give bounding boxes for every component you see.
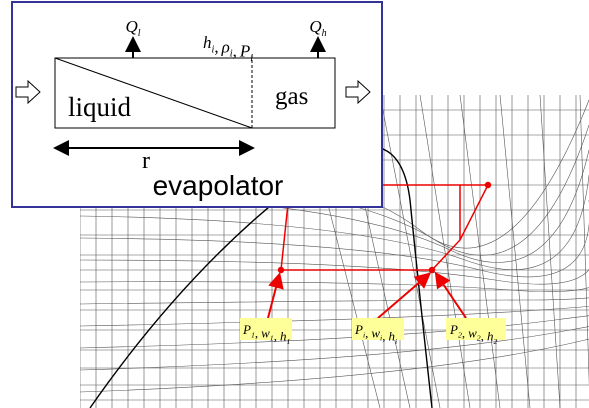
liquid-label: liquid (68, 92, 132, 122)
subscript: i (250, 53, 253, 64)
isentrope (500, 95, 530, 408)
symbol: P (354, 322, 363, 337)
separator: , (462, 325, 465, 340)
isotherm (80, 326, 589, 392)
symbol: P (449, 322, 458, 337)
separator: , (214, 37, 218, 56)
symbol: Q (309, 17, 321, 36)
isotherm (80, 225, 589, 284)
symbol: ρ (221, 37, 230, 56)
evaporator-name: evapolator (153, 170, 284, 201)
symbol: P (242, 322, 251, 337)
subscript: i (395, 337, 397, 346)
length-label: r (142, 148, 150, 174)
state-point (486, 183, 491, 188)
isotherm (80, 275, 589, 304)
pointer-arrow (437, 275, 466, 318)
symbol: h (203, 33, 212, 52)
separator: , (274, 329, 277, 344)
gas-label: gas (275, 83, 308, 110)
separator: , (255, 325, 258, 340)
state-point (279, 268, 284, 273)
subscript: h (322, 28, 327, 39)
separator: , (233, 42, 237, 61)
separator: , (365, 325, 368, 340)
subscript: 2 (493, 337, 497, 346)
separator: , (382, 329, 385, 344)
separator: , (481, 329, 484, 344)
diagram: P1,w1,h1Pi,wi,hiP2,w2,h2 liquid gas r ev… (0, 0, 589, 408)
subscript: 1 (286, 337, 290, 346)
page: {"evaporator_box": { "heat_left": {"symb… (0, 0, 589, 408)
isentrope (380, 95, 440, 408)
symbol: Q (125, 17, 137, 36)
subscript: l (138, 28, 141, 39)
symbol: w (261, 325, 270, 340)
state-point (430, 268, 435, 273)
isentrope (540, 95, 560, 408)
isotherm (80, 311, 589, 348)
isotherm (80, 319, 589, 370)
symbol: P (239, 42, 250, 61)
isotherm (80, 250, 589, 292)
symbol: w (468, 325, 477, 340)
symbol: w (371, 325, 380, 340)
